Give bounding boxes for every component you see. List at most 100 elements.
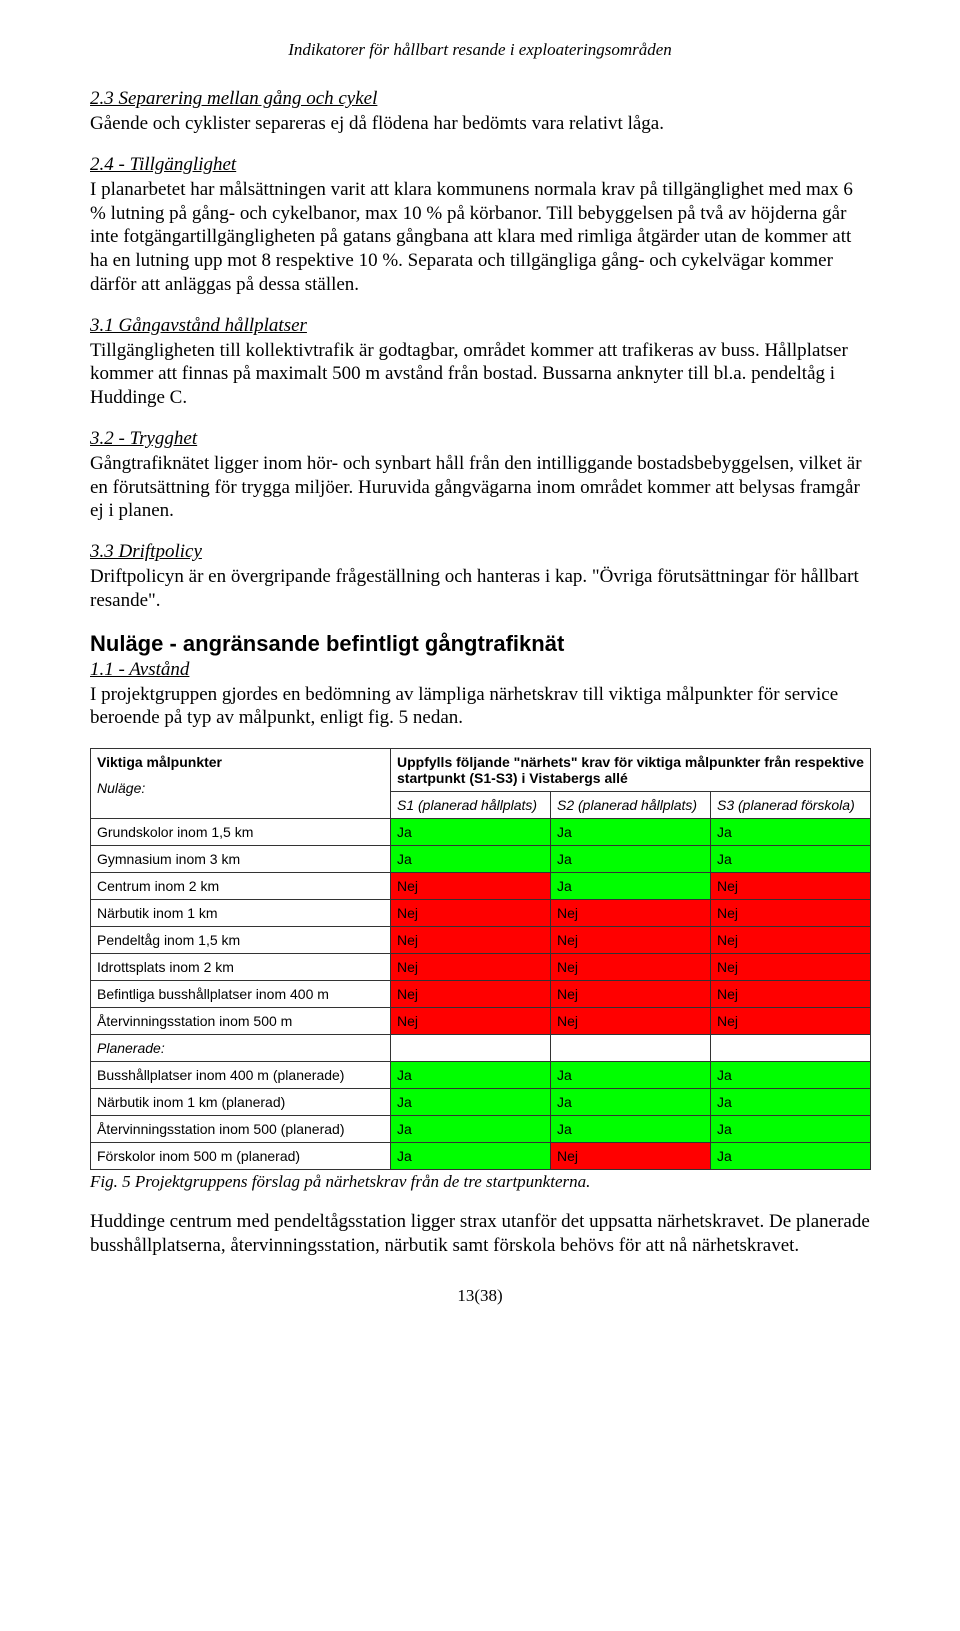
cell-value: Ja: [551, 846, 711, 873]
cell-label: Busshållplatser inom 400 m (planerade): [91, 1062, 391, 1089]
th-s2-label: S2 (planerad hållplats): [557, 797, 697, 813]
section-3-2: 3.2 - Trygghet Gångtrafiknätet ligger in…: [90, 428, 870, 523]
cell-planerade-label: Planerade:: [91, 1035, 391, 1062]
cell-value: Ja: [551, 873, 711, 900]
table-row: Gymnasium inom 3 kmJaJaJa: [91, 846, 871, 873]
cell-value: Nej: [551, 900, 711, 927]
th-main-label: Viktiga målpunkter: [97, 754, 384, 770]
cell-value: Ja: [711, 1143, 871, 1170]
section-3-3: 3.3 Driftpolicy Driftpolicyn är en överg…: [90, 541, 870, 613]
cell-label: Återvinningsstation inom 500 m: [91, 1008, 391, 1035]
heading-1-1: 1.1 - Avstånd: [90, 659, 870, 681]
text-1-1: I projektgruppen gjordes en bedömning av…: [90, 683, 870, 731]
tbody-planerade-header: Planerade:: [91, 1035, 871, 1062]
running-header: Indikatorer för hållbart resande i explo…: [90, 40, 870, 60]
figure-caption: Fig. 5 Projektgruppens förslag på närhet…: [90, 1172, 870, 1192]
cell-value: Nej: [551, 1008, 711, 1035]
heading-3-2: 3.2 - Trygghet: [90, 428, 870, 450]
section-2-3: 2.3 Separering mellan gång och cykel Gåe…: [90, 88, 870, 136]
text-3-3: Driftpolicyn är en övergripande frågestä…: [90, 565, 870, 613]
th-s2: S2 (planerad hållplats): [551, 792, 711, 819]
cell-value: Nej: [711, 1008, 871, 1035]
cell-empty: [391, 1035, 551, 1062]
section-3-1: 3.1 Gångavstånd hållplatser Tillgängligh…: [90, 315, 870, 410]
cell-value: Nej: [711, 900, 871, 927]
cell-label: Närbutik inom 1 km: [91, 900, 391, 927]
page-container: Indikatorer för hållbart resande i explo…: [0, 0, 960, 1336]
row-planerade-label: Planerade:: [91, 1035, 871, 1062]
cell-value: Nej: [551, 927, 711, 954]
cell-value: Ja: [711, 1116, 871, 1143]
cell-value: Ja: [711, 1062, 871, 1089]
table-row: Närbutik inom 1 kmNejNejNej: [91, 900, 871, 927]
cell-value: Nej: [711, 873, 871, 900]
heading-3-1: 3.1 Gångavstånd hållplatser: [90, 315, 870, 337]
cell-value: Ja: [711, 846, 871, 873]
cell-label: Befintliga busshållplatser inom 400 m: [91, 981, 391, 1008]
heading-3-3: 3.3 Driftpolicy: [90, 541, 870, 563]
cell-label: Gymnasium inom 3 km: [91, 846, 391, 873]
cell-empty: [711, 1035, 871, 1062]
cell-value: Nej: [551, 1143, 711, 1170]
th-s3: S3 (planerad förskola): [711, 792, 871, 819]
table-row: Befintliga busshållplatser inom 400 m Nej…: [91, 981, 871, 1008]
table-row: Busshållplatser inom 400 m (planerade)Ja…: [91, 1062, 871, 1089]
table-row: Förskolor inom 500 m (planerad)JaNejJa: [91, 1143, 871, 1170]
cell-value: Ja: [391, 1089, 551, 1116]
table-header-row-1: Viktiga målpunkter Nuläge: Uppfylls följ…: [91, 749, 871, 792]
cell-value: Nej: [551, 954, 711, 981]
cell-value: Nej: [391, 1008, 551, 1035]
table-row: Återvinningsstation inom 500 (planerad)J…: [91, 1116, 871, 1143]
th-s3-label: S3 (planerad förskola): [717, 797, 855, 813]
cell-value: Nej: [391, 873, 551, 900]
cell-value: Ja: [391, 1062, 551, 1089]
cell-value: Nej: [391, 900, 551, 927]
cell-value: Nej: [711, 927, 871, 954]
heading-2-4: 2.4 - Tillgänglighet: [90, 154, 870, 176]
cell-value: Ja: [391, 819, 551, 846]
table-row: Närbutik inom 1 km (planerad)JaJaJa: [91, 1089, 871, 1116]
table-row: Grundskolor inom 1,5 kmJaJaJa: [91, 819, 871, 846]
tbody-nulage: Grundskolor inom 1,5 kmJaJaJaGymnasium i…: [91, 819, 871, 1035]
heading-2-3: 2.3 Separering mellan gång och cykel: [90, 88, 870, 110]
cell-value: Nej: [551, 981, 711, 1008]
cell-value: Nej: [391, 954, 551, 981]
page-number: 13(38): [90, 1286, 870, 1306]
th-main: Viktiga målpunkter Nuläge:: [91, 749, 391, 819]
section-1-1: 1.1 - Avstånd I projektgruppen gjordes e…: [90, 659, 870, 731]
cell-value: Nej: [711, 954, 871, 981]
cell-value: Ja: [551, 1089, 711, 1116]
th-s1: S1 (planerad hållplats): [391, 792, 551, 819]
cell-value: Ja: [391, 1116, 551, 1143]
text-3-2: Gångtrafiknätet ligger inom hör- och syn…: [90, 452, 870, 523]
cell-value: Nej: [711, 981, 871, 1008]
cell-label: Centrum inom 2 km: [91, 873, 391, 900]
closing-text: Huddinge centrum med pendeltågsstation l…: [90, 1210, 870, 1258]
table-row: Centrum inom 2 kmNejJaNej: [91, 873, 871, 900]
text-2-4: I planarbetet har målsättningen varit at…: [90, 178, 870, 297]
cell-label: Återvinningsstation inom 500 (planerad): [91, 1116, 391, 1143]
text-3-1: Tillgängligheten till kollektivtrafik är…: [90, 339, 870, 410]
cell-label: Grundskolor inom 1,5 km: [91, 819, 391, 846]
tbody-planerade: Busshållplatser inom 400 m (planerade)Ja…: [91, 1062, 871, 1170]
table-row: Pendeltåg inom 1,5 kmNejNejNej: [91, 927, 871, 954]
cell-value: Ja: [551, 1062, 711, 1089]
th-s1-label: S1 (planerad hållplats): [397, 797, 537, 813]
heading-nulage: Nuläge - angränsande befintligt gångtraf…: [90, 631, 870, 657]
cell-value: Ja: [711, 819, 871, 846]
cell-value: Ja: [391, 846, 551, 873]
cell-empty: [551, 1035, 711, 1062]
cell-value: Ja: [551, 1116, 711, 1143]
table-row: Idrottsplats inom 2 kmNejNejNej: [91, 954, 871, 981]
cell-label: Närbutik inom 1 km (planerad): [91, 1089, 391, 1116]
cell-label: Pendeltåg inom 1,5 km: [91, 927, 391, 954]
th-block: Uppfylls följande "närhets" krav för vik…: [391, 749, 871, 792]
cell-value: Ja: [391, 1143, 551, 1170]
cell-label: Förskolor inom 500 m (planerad): [91, 1143, 391, 1170]
cell-value: Ja: [711, 1089, 871, 1116]
section-2-4: 2.4 - Tillgänglighet I planarbetet har m…: [90, 154, 870, 297]
proximity-table: Viktiga målpunkter Nuläge: Uppfylls följ…: [90, 748, 871, 1170]
th-nulage-sub: Nuläge:: [97, 780, 384, 796]
text-2-3: Gående och cyklister separeras ej då flö…: [90, 112, 870, 136]
table-row: Återvinningsstation inom 500 mNejNejNej: [91, 1008, 871, 1035]
